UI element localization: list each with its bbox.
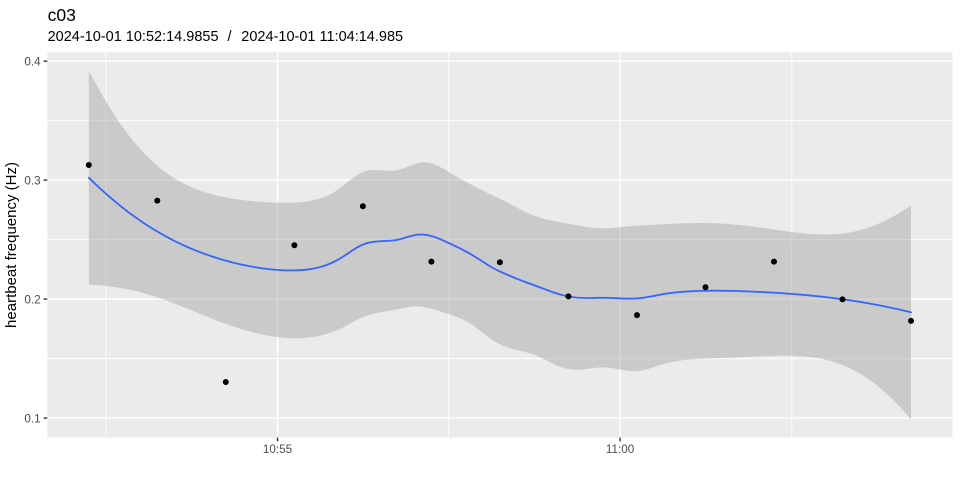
- svg-text:11:00: 11:00: [606, 443, 635, 456]
- svg-text:0.1: 0.1: [24, 412, 40, 425]
- svg-text:2024-10-01 10:52:14.9855: 2024-10-01 10:52:14.9855: [48, 29, 219, 45]
- svg-text:0.4: 0.4: [24, 56, 41, 69]
- svg-text:heartbeat frequency (Hz): heartbeat frequency (Hz): [3, 162, 20, 328]
- svg-text:0.2: 0.2: [24, 294, 40, 307]
- svg-text:c03: c03: [48, 5, 77, 25]
- svg-text:2024-10-01 11:04:14.985: 2024-10-01 11:04:14.985: [241, 29, 403, 45]
- svg-text:0.3: 0.3: [24, 175, 40, 188]
- svg-text:10:55: 10:55: [263, 443, 293, 456]
- svg-text:/: /: [228, 29, 233, 45]
